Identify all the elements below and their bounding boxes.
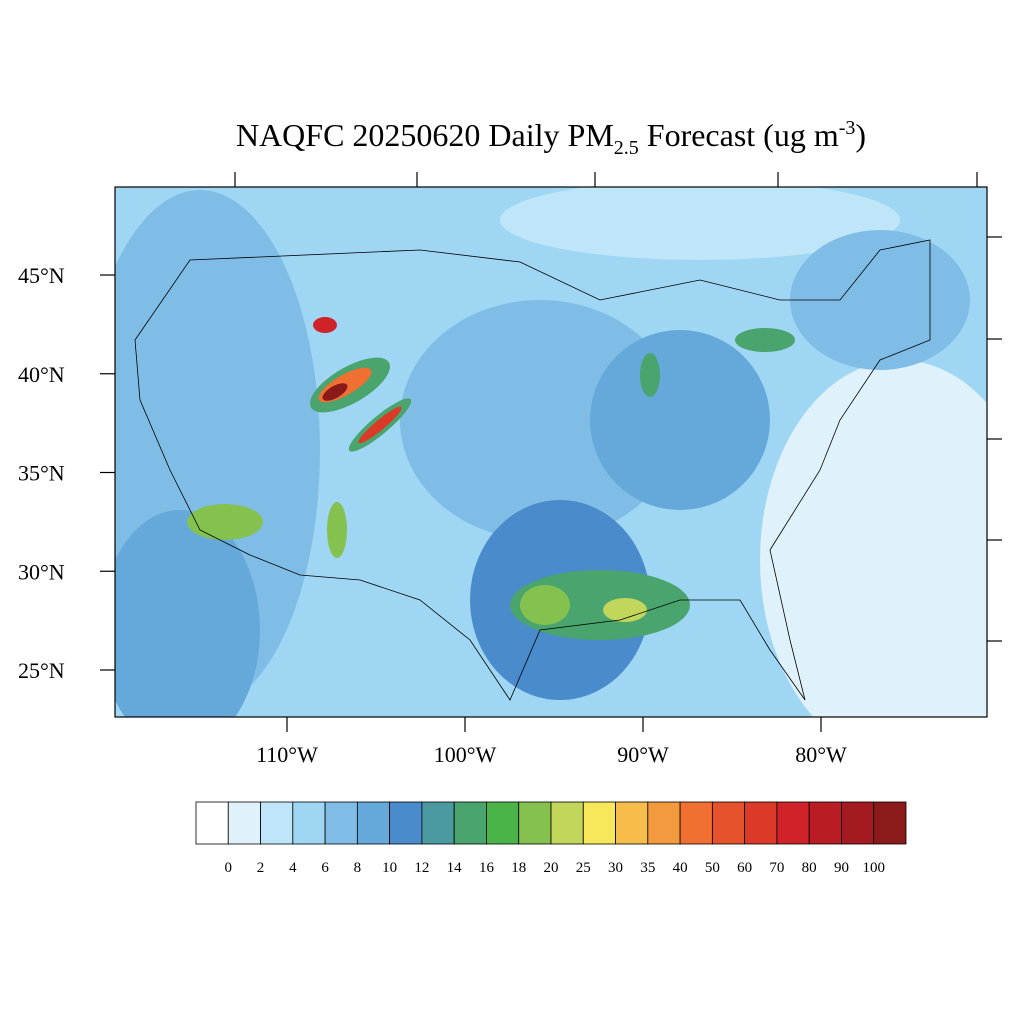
colorbar-box <box>615 801 649 845</box>
lon-label: 80°W <box>795 742 847 767</box>
colorbar-label: 16 <box>479 860 495 876</box>
colorbar-label: 90 <box>834 860 849 876</box>
colorbar-box <box>292 801 326 845</box>
colorbar-box <box>324 801 358 845</box>
colorbar-label: 70 <box>769 860 784 876</box>
colorbar-label: 10 <box>382 860 397 876</box>
lat-label: 45°N <box>18 263 65 288</box>
colorbar-label: 35 <box>640 860 655 876</box>
colorbar-box <box>679 801 713 845</box>
colorbar-box <box>356 801 391 845</box>
colorbar-label: 50 <box>705 860 720 876</box>
colorbar-label: 80 <box>802 860 817 876</box>
frame-ticks <box>234 172 1002 642</box>
lat-label: 25°N <box>18 658 65 683</box>
colorbar-box <box>744 801 778 845</box>
colorbar-label: 18 <box>511 860 526 876</box>
title-main: NAQFC 20250620 Daily PM <box>236 117 614 153</box>
lon-label: 90°W <box>617 742 669 767</box>
colorbar-label: 12 <box>414 860 429 876</box>
title: NAQFC 20250620 Daily PM2.5 Forecast (ug … <box>236 117 866 159</box>
colorbar-box <box>647 801 681 845</box>
title-rest: Forecast (ug m <box>639 117 839 153</box>
colorbar-label: 8 <box>354 860 362 876</box>
colorbar-box <box>453 801 487 845</box>
colorbar-label: 40 <box>673 860 688 876</box>
colorbar-box <box>389 801 423 845</box>
colorbar-box <box>518 801 552 845</box>
colorbar-label: 2 <box>257 860 265 876</box>
title-end: ) <box>855 117 866 153</box>
colorbar-label: 25 <box>576 860 591 876</box>
colorbar-box <box>550 801 584 845</box>
colorbar-label: 6 <box>321 860 329 876</box>
map-frame <box>114 186 988 718</box>
colorbar-box <box>582 801 616 845</box>
lat-label: 35°N <box>18 461 65 486</box>
colorbar-label: 30 <box>608 860 623 876</box>
lon-label: 100°W <box>434 742 497 767</box>
colorbar-box <box>776 801 810 845</box>
colorbar-label: 0 <box>225 860 233 876</box>
pm25-field <box>115 187 987 717</box>
lon-label: 110°W <box>256 742 318 767</box>
lat-label: 40°N <box>18 362 65 387</box>
title-sup: -3 <box>839 117 856 139</box>
colorbar-box <box>227 801 261 845</box>
colorbar-box <box>808 801 842 845</box>
title-sub: 2.5 <box>614 137 639 159</box>
colorbar-box <box>841 801 875 845</box>
colorbar-box <box>260 801 294 845</box>
colorbar-label: 4 <box>289 860 297 876</box>
colorbar-box <box>711 801 746 845</box>
colorbar-label: 60 <box>737 860 752 876</box>
lat-label: 30°N <box>18 559 65 584</box>
colorbar-label: 14 <box>447 860 463 876</box>
colorbar-box <box>195 801 229 845</box>
colorbar-box <box>873 801 907 845</box>
colorbar-label: 20 <box>544 860 559 876</box>
colorbar-box <box>486 801 520 845</box>
colorbar-box <box>421 801 455 845</box>
colorbar-label: 100 <box>862 860 885 876</box>
